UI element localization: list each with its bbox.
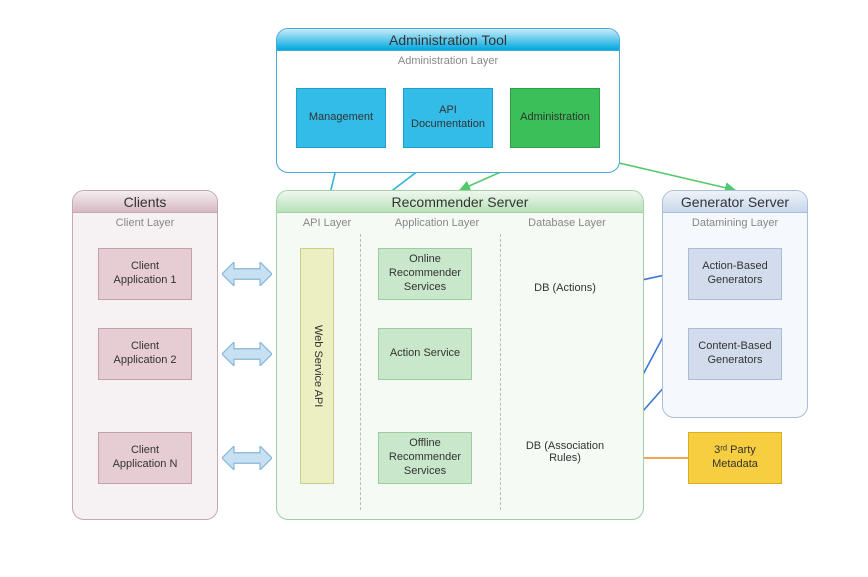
node-third-party-metadata: 3ʳᵈ Party Metadata [688, 432, 782, 484]
node-client-application-2: Client Application 2 [98, 328, 192, 380]
cylinder-label-db-actions: DB (Actions) [525, 282, 605, 294]
node-client-application-n: Client Application N [98, 432, 192, 484]
bidirectional-arrow-icon [222, 262, 272, 286]
layer-divider [500, 234, 501, 510]
node-management: Management [296, 88, 386, 148]
bidirectional-arrow-icon [222, 446, 272, 470]
node-administration: Administration [510, 88, 600, 148]
panel-title: Clients [73, 191, 217, 213]
layer-label-api: API Layer [287, 217, 367, 229]
panel-title: Generator Server [663, 191, 807, 213]
node-web-service-api: Web Service API [300, 248, 334, 484]
node-action-based-generators: Action-Based Generators [688, 248, 782, 300]
node-action-service: Action Service [378, 328, 472, 380]
panel-title: Recommender Server [277, 191, 643, 213]
node-api-documentation: API Documentation [403, 88, 493, 148]
node-offline-recommender-services: Offline Recommender Services [378, 432, 472, 484]
panel-title: Administration Tool [277, 29, 619, 51]
node-online-recommender-services: Online Recommender Services [378, 248, 472, 300]
node-client-application-1: Client Application 1 [98, 248, 192, 300]
layer-label-database: Database Layer [507, 217, 627, 229]
bidirectional-arrow-icon [222, 342, 272, 366]
node-content-based-generators: Content-Based Generators [688, 328, 782, 380]
layer-label-application: Application Layer [377, 217, 497, 229]
cylinder-label-db-association-rules: DB (Association Rules) [525, 440, 605, 464]
panel-generator-server: Generator Server Datamining Layer [662, 190, 808, 418]
panel-subtitle: Datamining Layer [663, 217, 807, 229]
panel-subtitle: Administration Layer [277, 55, 619, 67]
panel-subtitle: Client Layer [73, 217, 217, 229]
layer-divider [360, 234, 361, 510]
